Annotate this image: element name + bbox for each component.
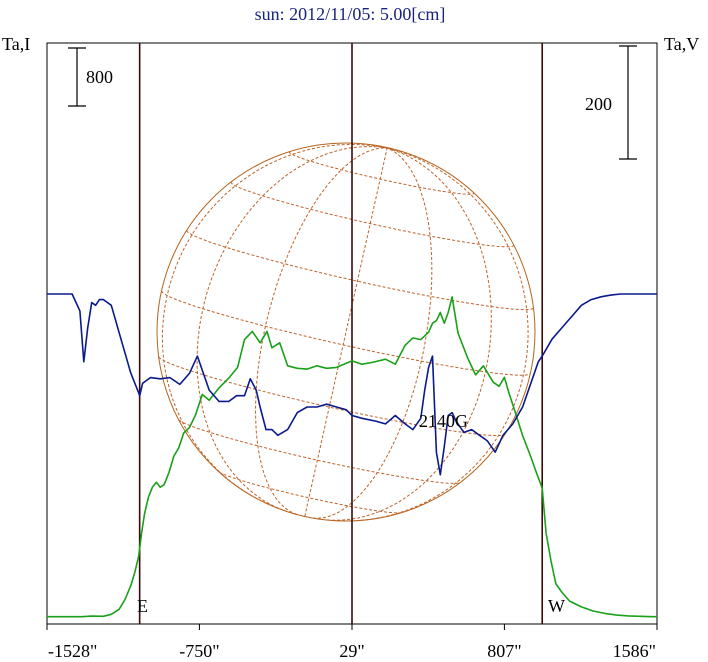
longitude-line — [327, 147, 492, 521]
chart-title: sun: 2012/11/05: 5.00[cm] — [255, 4, 446, 24]
field-annotation: 2140G — [419, 411, 468, 431]
right-scale-bar — [619, 45, 637, 160]
x-tick-label: -750" — [179, 641, 219, 661]
latitude-line — [158, 356, 506, 436]
left-scale-bar — [68, 47, 86, 107]
longitude-line — [254, 147, 388, 515]
latitude-line — [218, 471, 402, 514]
latitude-line — [186, 230, 534, 311]
x-tick-label: 1586" — [613, 641, 656, 661]
polarization-series-line — [47, 293, 657, 476]
y-right-label: Ta,V — [664, 34, 699, 54]
longitude-line — [361, 147, 529, 521]
latitude-line — [230, 181, 515, 248]
longitude-line — [196, 146, 388, 511]
west-label: W — [548, 596, 565, 616]
left-scale-label: 800 — [86, 67, 113, 87]
longitude-line — [312, 147, 433, 519]
longitude-line — [304, 147, 388, 517]
solar-limb — [156, 142, 536, 522]
x-tick-label: 807" — [487, 641, 521, 661]
right-scale-label: 200 — [585, 94, 612, 114]
intensity-series-line — [47, 296, 657, 618]
east-label: E — [137, 596, 148, 616]
x-tick-label: -1528" — [48, 641, 97, 661]
longitude-line — [161, 143, 388, 497]
solar-disk-grid — [156, 142, 536, 522]
y-left-label: Ta,I — [2, 34, 30, 54]
x-tick-label: 29" — [339, 641, 364, 661]
